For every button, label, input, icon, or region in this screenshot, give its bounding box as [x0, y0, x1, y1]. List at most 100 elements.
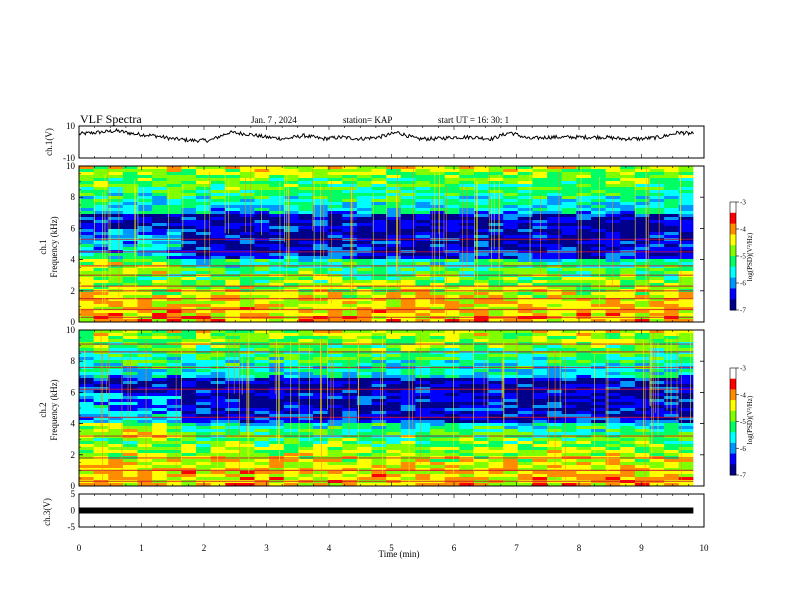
ch2-spectrogram-cell — [356, 468, 372, 472]
ch2-spectrogram-cell — [620, 423, 636, 427]
ch1-spectrogram-cell — [254, 262, 270, 266]
ch1-spectrogram-cell — [386, 199, 402, 203]
ch2-spectrogram-cell — [122, 483, 138, 487]
ch2-spectrogram-cell — [664, 336, 680, 340]
ch1-spectrogram-cell — [503, 175, 519, 179]
ch1-spectrogram-cell — [152, 184, 168, 188]
ch1-spectrogram-cell — [269, 229, 285, 233]
ch1-spectrogram-cell — [591, 313, 607, 317]
ch2-spectrogram-cell — [108, 351, 124, 355]
ch2-spectrogram-cell — [342, 450, 358, 454]
ch2-spectrogram-cell — [298, 453, 314, 457]
ch2-spectrogram-cell — [591, 429, 607, 433]
ch2-spectrogram-cell — [298, 450, 314, 454]
ch2-spectrogram-cell — [152, 336, 168, 340]
ch2-spectrogram-cell — [356, 477, 372, 481]
ch2-spectrogram-cell — [122, 444, 138, 448]
ch2-spectrogram-cell — [400, 441, 416, 445]
ch2-spectrogram-cell — [239, 351, 255, 355]
ch2-spectrogram-cell — [444, 426, 460, 430]
ch1-spectrogram-cell — [561, 277, 577, 281]
ch2-spectrogram-cell — [605, 405, 621, 409]
ch1-spectrogram-cell — [678, 256, 694, 260]
ch1-spectrogram-cell — [444, 232, 460, 236]
ch1-spectrogram-cell — [342, 196, 358, 200]
ch1-spectrogram-cell — [649, 307, 665, 311]
ch1-spectrogram-cell — [605, 262, 621, 266]
ch2-spectrogram-cell — [79, 378, 95, 382]
ch2-spectrogram-cell — [678, 381, 694, 385]
ch2-spectrogram-cell — [371, 441, 387, 445]
ch1-spectrogram-cell — [298, 235, 314, 239]
ch2-spectrogram-cell — [561, 348, 577, 352]
ch2-spectrogram-cell — [415, 381, 431, 385]
ch1-spectrogram-cell — [634, 241, 650, 245]
ch2-spectrogram-cell — [327, 378, 343, 382]
ch1-spectrogram-cell — [561, 283, 577, 287]
ch2-spectrogram-cell — [371, 432, 387, 436]
ch1-spectrogram-cell — [386, 277, 402, 281]
ch1-spectrogram-cell — [503, 202, 519, 206]
ch1-spectrogram-cell — [93, 301, 109, 305]
ch1-spectrogram-cell — [503, 241, 519, 245]
ch1-spectrogram-cell — [576, 232, 592, 236]
ch2-spectrogram-cell — [108, 414, 124, 418]
ch1-spectrogram-cell — [122, 193, 138, 197]
ch1-spectrogram-cell — [269, 217, 285, 221]
ch1-spectrogram-cell — [620, 196, 636, 200]
ch1-spectrogram-cell — [122, 310, 138, 314]
ch1-spectrogram-cell — [386, 223, 402, 227]
ch1-spectrogram-cell — [196, 193, 212, 197]
ch1-spectrogram-cell — [664, 277, 680, 281]
ch1-spectrogram-cell — [181, 172, 197, 176]
ch2-spectrogram-cell — [488, 462, 504, 466]
ch2-spectrogram-cell — [664, 471, 680, 475]
ch1-spectrogram-cell — [561, 319, 577, 323]
ch1-spectrogram-cell — [576, 211, 592, 215]
ch2-spectrogram-cell — [444, 330, 460, 334]
ch2-spectrogram-cell — [605, 330, 621, 334]
ch1-spectrogram-cell — [239, 280, 255, 284]
ch1-spectrogram-cell — [532, 199, 548, 203]
ch1-spectrogram-cell — [93, 184, 109, 188]
ch2-spectrogram-cell — [415, 372, 431, 376]
ch2-spectrogram-cell — [532, 411, 548, 415]
ch1-spectrogram-cell — [459, 301, 475, 305]
ch2-spectrogram-cell — [474, 444, 490, 448]
ch2-spectrogram-cell — [591, 468, 607, 472]
ch2-spectrogram-cell — [283, 474, 299, 478]
ch1-spectrogram-cell — [678, 196, 694, 200]
ch2-spectrogram-cell — [342, 432, 358, 436]
ch1-spectrogram-cell — [444, 184, 460, 188]
ch2-spectrogram-cell — [488, 426, 504, 430]
ch2-spectrogram-cell — [459, 426, 475, 430]
ch1-spectrogram-cell — [503, 223, 519, 227]
ch2-spectrogram-cell — [605, 399, 621, 403]
ch1-spectrogram-cell — [532, 268, 548, 272]
ch1-spectrogram-cell — [327, 241, 343, 245]
ch2-spectrogram-cell — [137, 372, 153, 376]
ch2-spectrogram-cell — [503, 408, 519, 412]
ch1-spectrogram-cell — [547, 277, 563, 281]
ch1-spectrogram-cell — [664, 286, 680, 290]
ch2-spectrogram-cell — [371, 381, 387, 385]
ch2-spectrogram-cell — [444, 384, 460, 388]
ch2-spectrogram-cell — [459, 441, 475, 445]
ch1-spectrogram-cell — [517, 259, 533, 263]
ch1-spectrogram-cell — [400, 175, 416, 179]
ch1-spectrogram-cell — [386, 205, 402, 209]
ch1-spectrogram-cell — [561, 247, 577, 251]
ch1-spectrogram-cell — [79, 229, 95, 233]
ch2-spectrogram-cell — [225, 438, 241, 442]
ch2-spectrogram-cell — [400, 330, 416, 334]
ch2-spectrogram-cell — [313, 330, 329, 334]
ch1-spectrogram-cell — [269, 199, 285, 203]
ch1-spectrogram-cell — [79, 193, 95, 197]
ch2-spectrogram-cell — [532, 465, 548, 469]
ch2-spectrogram-cell — [474, 378, 490, 382]
ch2-spectrogram-cell — [503, 402, 519, 406]
ch2-spectrogram-cell — [342, 345, 358, 349]
ch1-spectrogram-cell — [386, 256, 402, 260]
ch1-spectrogram-cell — [400, 286, 416, 290]
ch2-spectrogram-cell — [605, 444, 621, 448]
